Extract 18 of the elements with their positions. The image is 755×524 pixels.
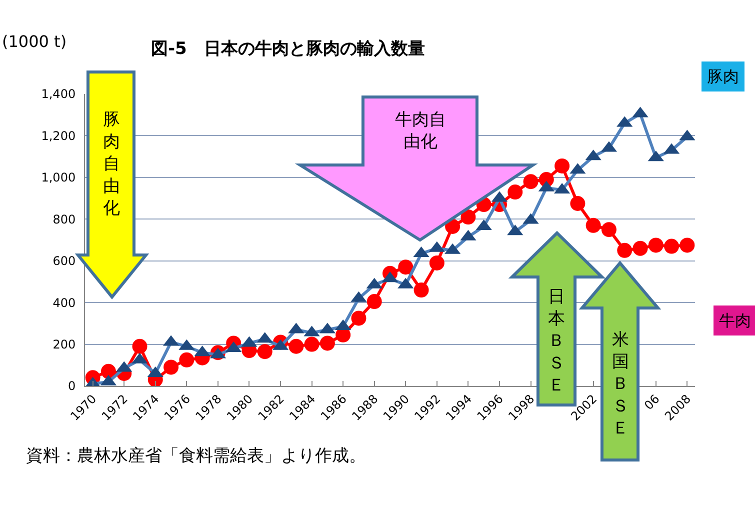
y-tick-label: 1,200 xyxy=(41,128,76,143)
y-axis-title: (1000 t) xyxy=(2,32,67,51)
text: 豚肉 xyxy=(707,67,739,86)
chart-title: 図-5 日本の牛肉と豚肉の輸入数量 xyxy=(151,38,425,59)
annotation: 日本ＢＳＥ xyxy=(548,287,565,396)
text: 資料：農林水産省「食料需給表」より作成。 xyxy=(26,446,366,466)
annotation: 米国ＢＳＥ xyxy=(612,330,629,438)
y-tick-label: 400 xyxy=(52,296,76,310)
y-tick-label: 1,000 xyxy=(41,170,76,185)
y-tick-label: 0 xyxy=(68,379,76,394)
x-tick-label: 06 xyxy=(642,392,662,413)
annotation: 豚肉自由化 xyxy=(103,110,120,218)
y-tick-label: 800 xyxy=(52,212,76,226)
text: 牛肉 xyxy=(719,311,751,330)
y-tick-label: 1,400 xyxy=(41,87,76,102)
y-tick-label: 600 xyxy=(52,254,76,268)
annotation: 牛肉自由化 xyxy=(395,110,446,152)
y-tick-label: 200 xyxy=(52,337,76,352)
